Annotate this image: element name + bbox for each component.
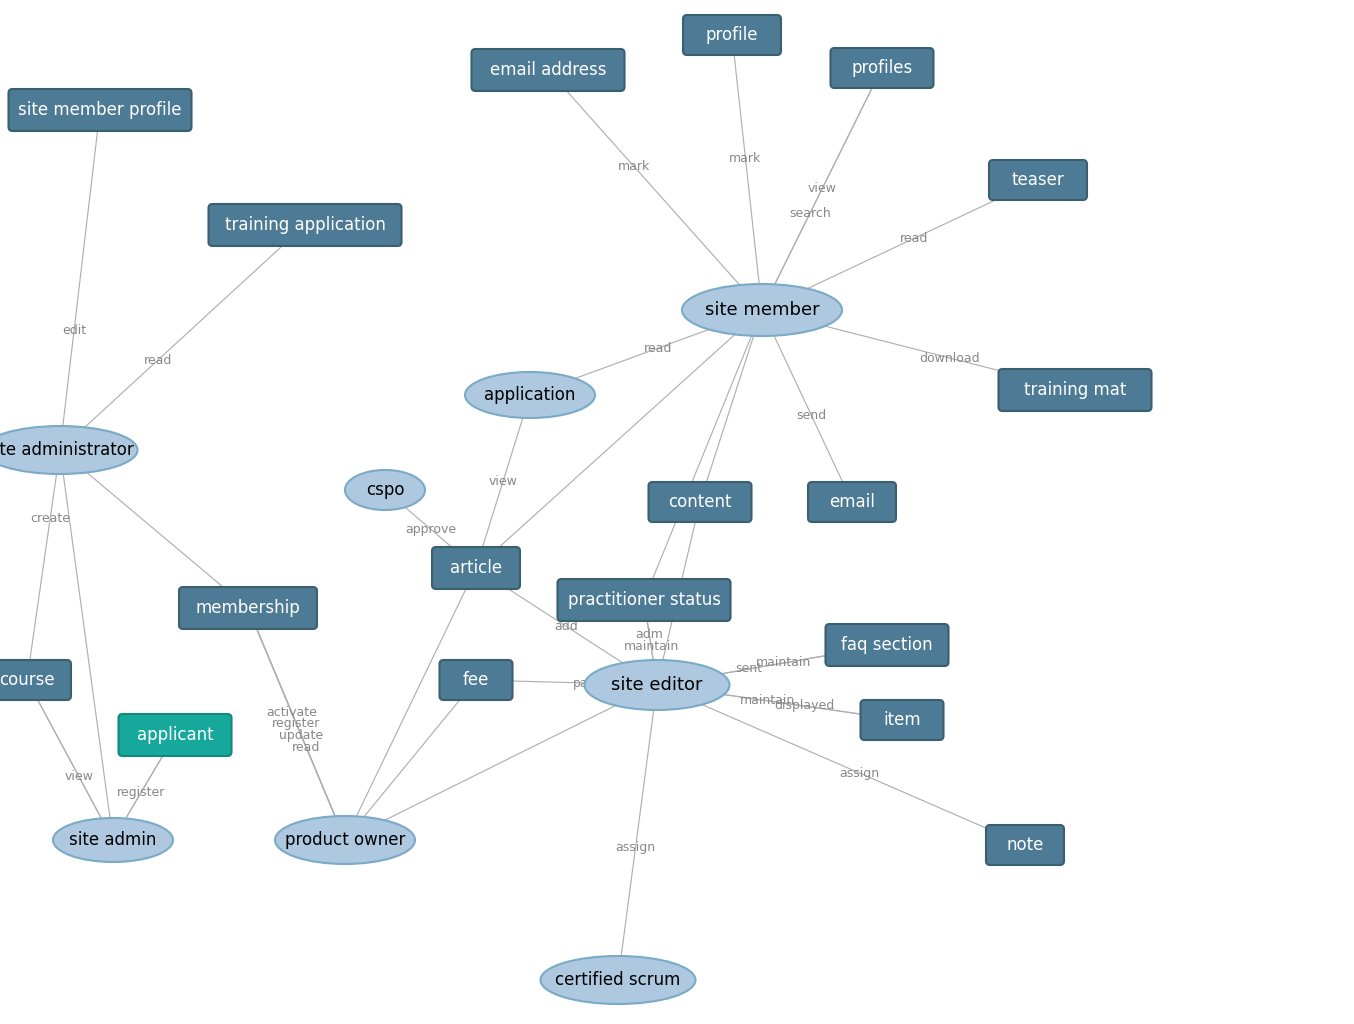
Text: assign: assign [839, 767, 880, 779]
Text: note: note [1006, 836, 1044, 854]
Text: send: send [796, 410, 826, 422]
FancyBboxPatch shape [0, 660, 70, 700]
Text: site member: site member [704, 301, 819, 319]
Text: application: application [485, 386, 575, 404]
Text: email address: email address [490, 61, 607, 79]
Text: view: view [489, 475, 517, 488]
Text: practitioner status: practitioner status [567, 591, 720, 609]
Text: faq section: faq section [841, 636, 933, 654]
Text: register: register [116, 786, 165, 800]
FancyBboxPatch shape [649, 482, 751, 522]
FancyBboxPatch shape [432, 547, 520, 589]
Text: register: register [272, 718, 321, 730]
Text: course: course [0, 671, 54, 689]
Text: read: read [144, 353, 172, 367]
FancyBboxPatch shape [830, 48, 933, 88]
FancyBboxPatch shape [179, 587, 317, 629]
Text: profiles: profiles [852, 59, 913, 77]
Text: adm: adm [635, 628, 663, 640]
Text: article: article [450, 559, 502, 577]
Text: item: item [883, 711, 921, 729]
Text: update: update [279, 729, 324, 742]
FancyBboxPatch shape [558, 579, 731, 621]
FancyBboxPatch shape [826, 624, 949, 666]
Text: product owner: product owner [284, 831, 405, 849]
FancyBboxPatch shape [998, 369, 1151, 411]
Text: teaser: teaser [1011, 171, 1064, 189]
Ellipse shape [0, 426, 138, 474]
Text: certified scrum: certified scrum [555, 971, 681, 989]
Ellipse shape [345, 470, 425, 510]
Text: email: email [829, 493, 875, 511]
FancyBboxPatch shape [209, 204, 402, 246]
Ellipse shape [53, 818, 173, 862]
Text: search: search [789, 207, 831, 220]
Text: site admin: site admin [69, 831, 157, 849]
Text: read: read [899, 232, 927, 245]
Text: activate: activate [267, 706, 317, 719]
Text: assign: assign [616, 841, 655, 854]
FancyBboxPatch shape [119, 714, 232, 756]
Text: mark: mark [617, 160, 650, 172]
Ellipse shape [682, 284, 842, 336]
Text: download: download [919, 351, 980, 365]
Text: fee: fee [463, 671, 489, 689]
Text: pay: pay [573, 677, 596, 689]
Text: training mat: training mat [1024, 381, 1127, 399]
FancyBboxPatch shape [8, 89, 191, 131]
Text: displayed: displayed [774, 699, 834, 713]
Text: sent: sent [735, 663, 762, 676]
Text: membership: membership [195, 599, 301, 617]
FancyBboxPatch shape [682, 15, 781, 55]
FancyBboxPatch shape [861, 700, 944, 740]
Text: site editor: site editor [611, 676, 703, 694]
Text: cspo: cspo [366, 481, 405, 499]
Ellipse shape [464, 372, 594, 418]
Text: maintain: maintain [649, 596, 704, 609]
Ellipse shape [540, 956, 696, 1004]
Text: mark: mark [730, 153, 761, 165]
FancyBboxPatch shape [986, 825, 1064, 865]
Text: create: create [30, 512, 70, 525]
FancyBboxPatch shape [988, 160, 1087, 200]
Text: maintain: maintain [756, 656, 811, 670]
Text: maintain: maintain [624, 640, 678, 653]
FancyBboxPatch shape [808, 482, 896, 522]
Text: content: content [669, 493, 731, 511]
Text: site member profile: site member profile [18, 101, 181, 119]
FancyBboxPatch shape [440, 660, 513, 700]
Text: add: add [555, 620, 578, 633]
Text: view: view [807, 182, 837, 196]
Text: profile: profile [705, 26, 758, 44]
Text: site administrator: site administrator [0, 441, 134, 459]
Ellipse shape [275, 816, 414, 864]
Ellipse shape [585, 660, 730, 710]
Text: training application: training application [225, 216, 386, 234]
Text: read: read [643, 342, 672, 354]
Text: approve: approve [405, 522, 456, 536]
Text: applicant: applicant [137, 726, 214, 744]
FancyBboxPatch shape [471, 49, 624, 91]
Text: edit: edit [62, 325, 87, 338]
Text: view: view [64, 769, 93, 782]
Text: maintain: maintain [739, 694, 795, 708]
Text: read: read [292, 740, 321, 754]
